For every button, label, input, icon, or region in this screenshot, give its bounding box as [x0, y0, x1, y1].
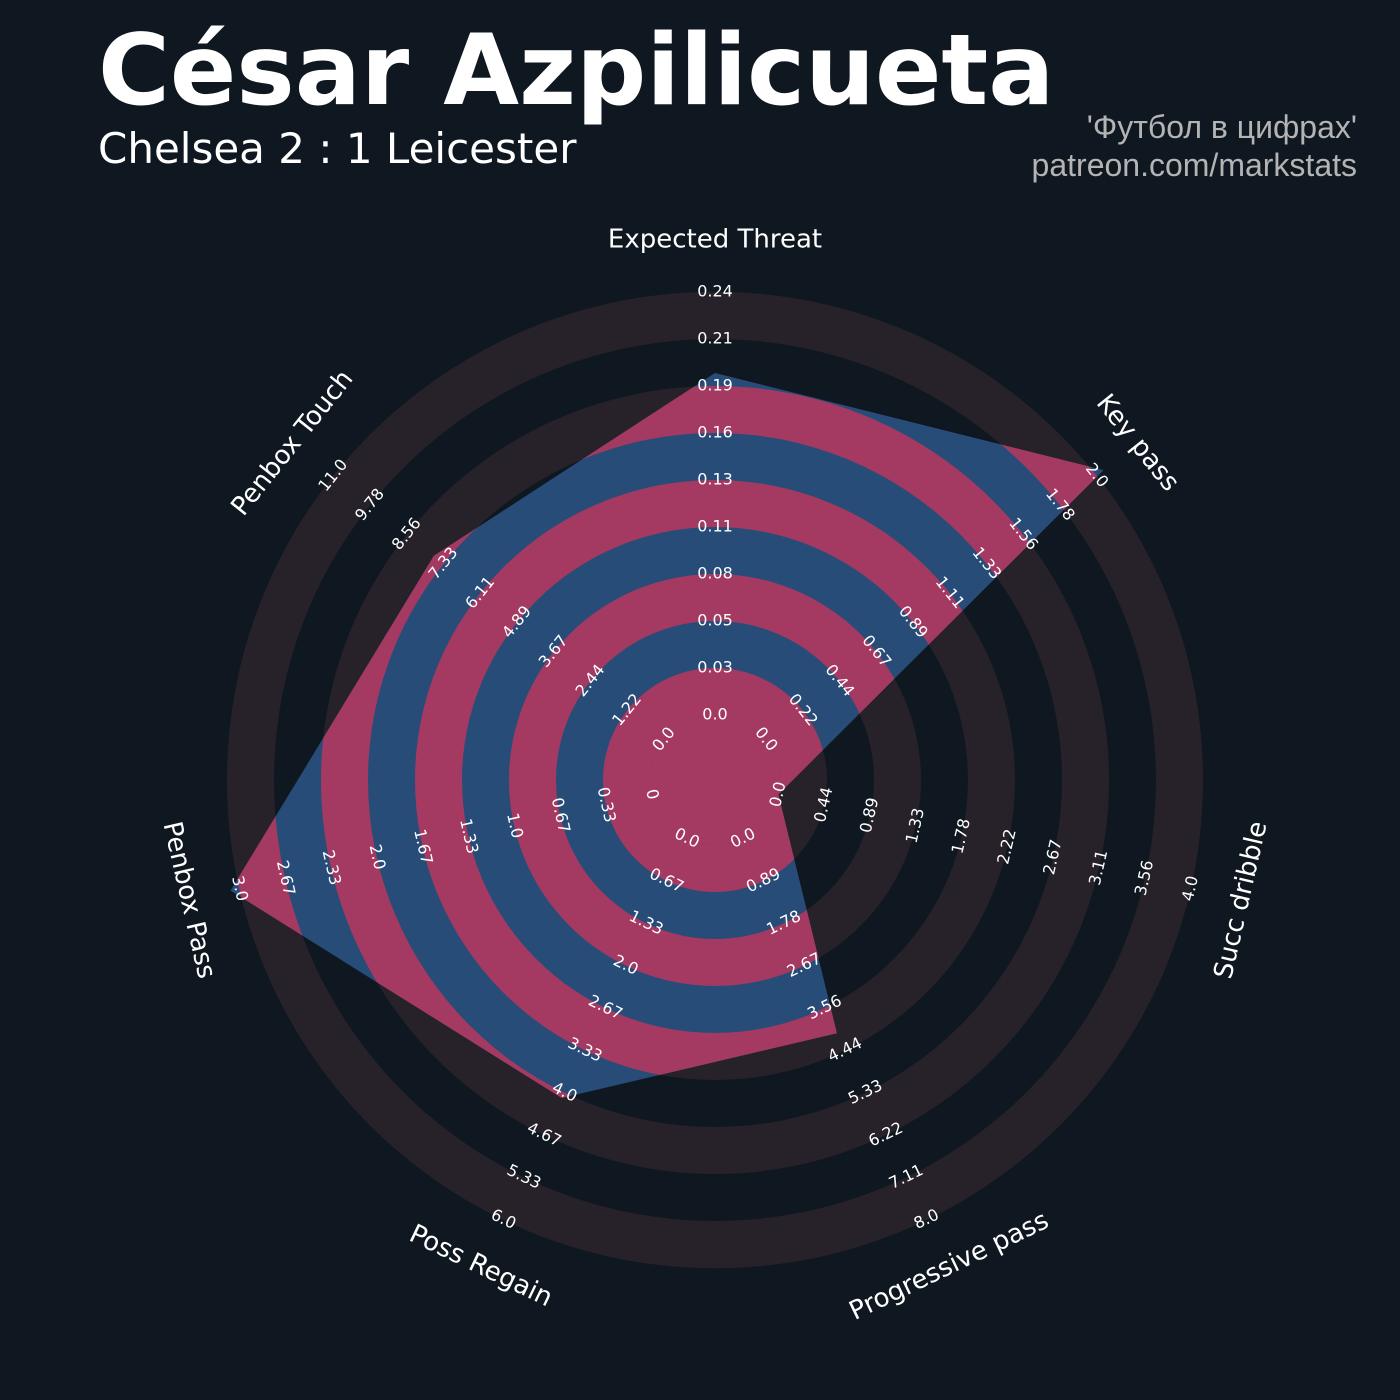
credit-line-2: patreon.com/markstats	[1031, 147, 1357, 183]
tick-label: 0.13	[697, 470, 733, 489]
credit-line-1: 'Футбол в цифрах'	[1086, 109, 1357, 145]
tick-label: 0.19	[697, 376, 733, 395]
player-name-title: César Azpilicueta	[98, 14, 1055, 128]
parameter-label: Succ dribble	[1208, 819, 1273, 982]
tick-label: 0.08	[697, 564, 733, 583]
tick-label: 0.05	[697, 611, 733, 630]
polygon-ring-band	[603, 668, 827, 892]
center-disk	[650, 715, 780, 845]
tick-label: 0.16	[697, 423, 733, 442]
tick-label: 0.11	[697, 517, 733, 536]
tick-label: 0.0	[702, 705, 727, 724]
tick-label: 0.24	[697, 282, 733, 301]
parameter-label: Penbox Pass	[157, 819, 222, 982]
tick-label: 0.21	[697, 329, 733, 348]
tick-label: 0.03	[697, 658, 733, 677]
match-subtitle: Chelsea 2 : 1 Leicester	[98, 124, 577, 173]
parameter-label: Expected Threat	[608, 225, 822, 255]
polygon-ring-bands	[230, 373, 1104, 1098]
credit-text: 'Футбол в цифрах' patreon.com/markstats	[1032, 108, 1357, 184]
tick-label: 0	[642, 787, 663, 801]
